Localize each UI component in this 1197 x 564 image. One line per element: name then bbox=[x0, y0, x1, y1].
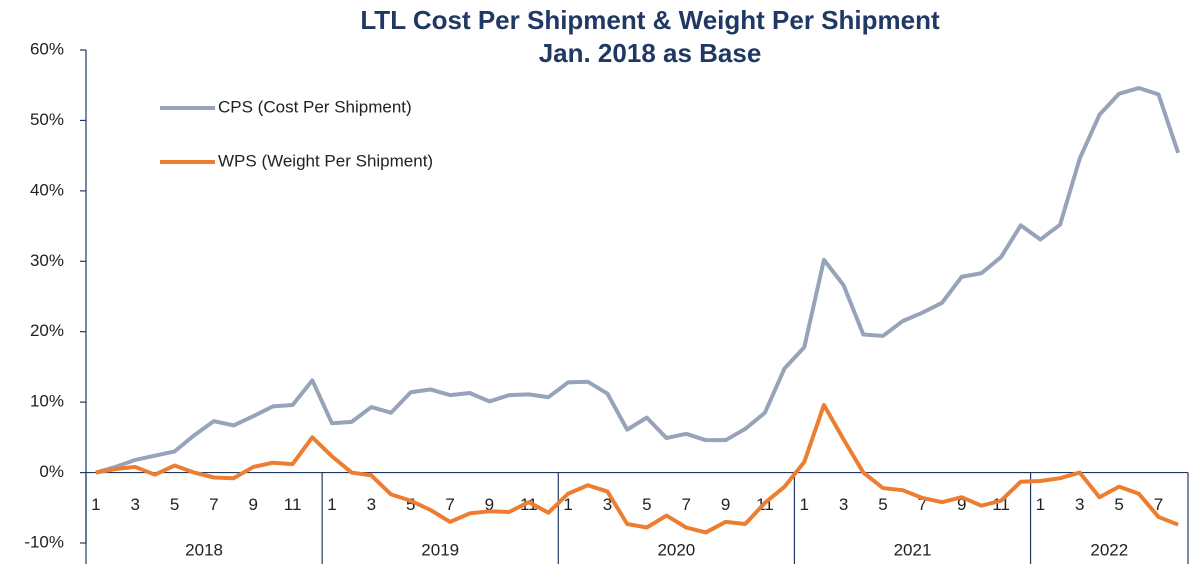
x-tick-label: 5 bbox=[170, 495, 179, 514]
x-group-label: 2022 bbox=[1090, 540, 1128, 559]
x-tick-label: 5 bbox=[878, 495, 887, 514]
x-tick-label: 9 bbox=[249, 495, 258, 514]
x-tick-label: 1 bbox=[1036, 495, 1045, 514]
x-tick-label: 3 bbox=[367, 495, 376, 514]
y-tick-label: 0% bbox=[39, 462, 64, 481]
x-tick-label: 9 bbox=[957, 495, 966, 514]
x-tick-label: 3 bbox=[839, 495, 848, 514]
x-tick-label: 7 bbox=[918, 495, 927, 514]
series-line bbox=[95, 86, 1181, 475]
x-tick-label: 3 bbox=[1075, 495, 1084, 514]
legend-label: WPS (Weight Per Shipment) bbox=[218, 151, 433, 170]
x-tick-label: 7 bbox=[445, 495, 454, 514]
x-tick-label: 1 bbox=[327, 495, 336, 514]
y-tick-label: 60% bbox=[30, 39, 64, 58]
x-tick-label: 1 bbox=[91, 495, 100, 514]
x-tick-label: 11 bbox=[520, 495, 538, 514]
x-tick-label: 9 bbox=[485, 495, 494, 514]
x-tick-label: 1 bbox=[563, 495, 572, 514]
x-group-label: 2019 bbox=[421, 540, 459, 559]
x-tick-label: 7 bbox=[681, 495, 690, 514]
legend-label: CPS (Cost Per Shipment) bbox=[218, 97, 412, 116]
x-tick-label: 5 bbox=[1114, 495, 1123, 514]
y-tick-label: 20% bbox=[30, 321, 64, 340]
x-tick-label: 9 bbox=[721, 495, 730, 514]
x-tick-label: 5 bbox=[406, 495, 415, 514]
x-tick-label: 7 bbox=[1154, 495, 1163, 514]
chart-title: LTL Cost Per Shipment & Weight Per Shipm… bbox=[360, 5, 940, 35]
y-tick-label: 10% bbox=[30, 392, 64, 411]
y-tick-label: 30% bbox=[30, 251, 64, 270]
x-tick-label: 7 bbox=[209, 495, 218, 514]
chart-subtitle: Jan. 2018 as Base bbox=[539, 38, 762, 68]
y-tick-label: 40% bbox=[30, 180, 64, 199]
x-group-label: 2021 bbox=[894, 540, 932, 559]
y-tick-label: 50% bbox=[30, 110, 64, 129]
x-tick-label: 3 bbox=[603, 495, 612, 514]
x-tick-label: 3 bbox=[130, 495, 139, 514]
series-line bbox=[95, 402, 1179, 535]
y-tick-label: -10% bbox=[24, 532, 64, 551]
x-tick-label: 11 bbox=[992, 495, 1010, 514]
x-group-label: 2018 bbox=[185, 540, 223, 559]
x-tick-label: 5 bbox=[642, 495, 651, 514]
x-group-label: 2020 bbox=[657, 540, 695, 559]
x-tick-label: 11 bbox=[284, 495, 302, 514]
x-tick-label: 1 bbox=[800, 495, 809, 514]
